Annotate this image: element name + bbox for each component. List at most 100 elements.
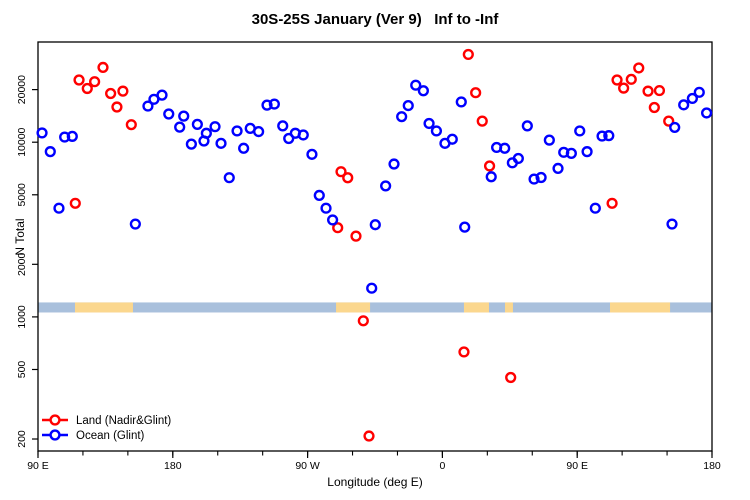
data-point-ocean bbox=[174, 121, 186, 133]
data-point-ocean bbox=[191, 118, 203, 130]
data-point-land bbox=[335, 166, 347, 178]
data-point-ocean bbox=[455, 96, 467, 108]
data-point-ocean bbox=[388, 158, 400, 170]
data-point-ocean bbox=[163, 108, 175, 120]
data-point-ocean bbox=[417, 85, 429, 97]
data-point-ocean bbox=[200, 127, 212, 139]
data-point-ocean bbox=[313, 189, 325, 201]
x-tick-label: 0 bbox=[439, 460, 445, 472]
data-point-ocean bbox=[366, 282, 378, 294]
data-point-land bbox=[350, 230, 362, 242]
data-point-land bbox=[642, 85, 654, 97]
data-point-land bbox=[618, 82, 630, 94]
data-point-ocean bbox=[678, 99, 690, 111]
x-axis-label: Longitude (deg E) bbox=[327, 475, 423, 489]
data-point-ocean bbox=[156, 89, 168, 101]
data-point-land bbox=[476, 115, 488, 127]
surface-band-land-segment bbox=[505, 302, 513, 313]
data-point-ocean bbox=[268, 98, 280, 110]
data-point-land bbox=[458, 346, 470, 358]
data-point-land bbox=[462, 48, 474, 61]
data-point-land bbox=[332, 222, 344, 234]
data-point-land bbox=[105, 87, 117, 100]
data-point-ocean bbox=[320, 202, 332, 214]
data-point-ocean bbox=[543, 134, 555, 146]
data-point-ocean bbox=[178, 110, 190, 122]
surface-band-land-segment bbox=[610, 302, 671, 313]
data-point-ocean bbox=[603, 130, 615, 142]
surface-band-land-segment bbox=[336, 302, 371, 313]
data-point-land bbox=[125, 119, 137, 131]
data-point-ocean bbox=[596, 130, 608, 142]
data-point-land bbox=[625, 73, 637, 85]
data-point-ocean bbox=[669, 121, 681, 134]
y-tick-label: 500 bbox=[16, 361, 28, 379]
data-point-land bbox=[357, 315, 369, 327]
data-point-ocean bbox=[223, 172, 235, 184]
data-point-ocean bbox=[521, 120, 533, 132]
surface-band-land-segment bbox=[463, 302, 489, 313]
legend-label: Land (Nadir&Glint) bbox=[76, 415, 171, 427]
legend-label: Ocean (Glint) bbox=[76, 430, 145, 442]
data-point-ocean bbox=[528, 173, 540, 185]
data-point-ocean bbox=[231, 125, 243, 137]
data-point-land bbox=[363, 430, 375, 442]
data-point-ocean bbox=[53, 202, 65, 214]
data-point-ocean bbox=[459, 221, 471, 233]
data-point-ocean bbox=[327, 214, 339, 226]
data-point-ocean bbox=[589, 202, 601, 214]
data-point-ocean bbox=[297, 129, 309, 141]
data-point-land bbox=[342, 172, 354, 184]
data-point-land bbox=[81, 82, 93, 95]
data-point-land bbox=[653, 84, 666, 97]
data-point-ocean bbox=[238, 142, 250, 154]
data-point-ocean bbox=[36, 127, 48, 139]
data-point-ocean bbox=[446, 133, 458, 145]
data-point-ocean bbox=[253, 125, 265, 138]
plot-border bbox=[37, 41, 713, 452]
data-point-ocean bbox=[66, 130, 78, 142]
data-point-ocean bbox=[552, 162, 564, 174]
data-point-ocean bbox=[277, 120, 289, 132]
data-point-land bbox=[633, 62, 645, 74]
y-tick-label: 10000 bbox=[16, 127, 28, 156]
x-tick-label: 180 bbox=[703, 460, 721, 472]
data-point-ocean bbox=[44, 146, 56, 158]
legend-marker-circle bbox=[49, 429, 61, 441]
x-tick-label: 90 W bbox=[295, 460, 320, 472]
x-tick-label: 90 E bbox=[566, 460, 588, 472]
data-point-ocean bbox=[485, 171, 497, 183]
data-point-ocean bbox=[535, 171, 547, 184]
data-point-ocean bbox=[185, 138, 197, 150]
data-point-land bbox=[505, 371, 517, 384]
data-point-land bbox=[606, 197, 618, 209]
data-point-ocean bbox=[369, 219, 381, 231]
data-point-ocean bbox=[402, 99, 414, 112]
surface-band-ocean bbox=[38, 302, 712, 313]
data-point-ocean bbox=[701, 107, 713, 119]
x-tick-label: 90 E bbox=[27, 460, 49, 472]
data-point-ocean bbox=[410, 79, 422, 91]
data-point-ocean bbox=[261, 99, 273, 111]
data-point-ocean bbox=[423, 117, 435, 130]
y-tick-label: 20000 bbox=[16, 75, 28, 104]
y-tick-label: 2000 bbox=[16, 252, 28, 276]
data-point-ocean bbox=[499, 142, 511, 154]
data-point-ocean bbox=[581, 146, 593, 158]
data-point-ocean bbox=[666, 218, 678, 230]
data-point-ocean bbox=[306, 148, 318, 160]
surface-band-land-segment bbox=[74, 302, 133, 313]
legend-marker-circle bbox=[49, 414, 61, 426]
data-point-ocean bbox=[142, 100, 154, 112]
data-point-land bbox=[611, 74, 623, 86]
data-point-land bbox=[69, 197, 81, 209]
data-point-ocean bbox=[565, 147, 577, 159]
y-axis-label: N Total bbox=[13, 218, 27, 256]
data-point-ocean bbox=[693, 86, 705, 98]
y-tick-label: 5000 bbox=[16, 183, 28, 207]
data-point-ocean bbox=[686, 92, 698, 105]
data-point-ocean bbox=[129, 218, 141, 230]
data-point-land bbox=[89, 76, 101, 88]
data-point-ocean bbox=[283, 132, 295, 145]
data-point-land bbox=[73, 74, 85, 86]
